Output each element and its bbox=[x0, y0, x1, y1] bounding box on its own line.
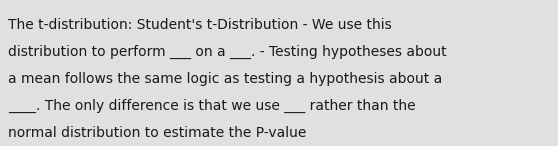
Text: distribution to perform ___ on a ___. - Testing hypotheses about: distribution to perform ___ on a ___. - … bbox=[8, 45, 447, 59]
Text: normal distribution to estimate the P-value: normal distribution to estimate the P-va… bbox=[8, 126, 307, 140]
Text: a mean follows the same logic as testing a hypothesis about a: a mean follows the same logic as testing… bbox=[8, 72, 442, 86]
Text: ____. The only difference is that we use ___ rather than the: ____. The only difference is that we use… bbox=[8, 99, 416, 113]
Text: The t-distribution: Student's t-Distribution - We use this: The t-distribution: Student's t-Distribu… bbox=[8, 18, 392, 32]
